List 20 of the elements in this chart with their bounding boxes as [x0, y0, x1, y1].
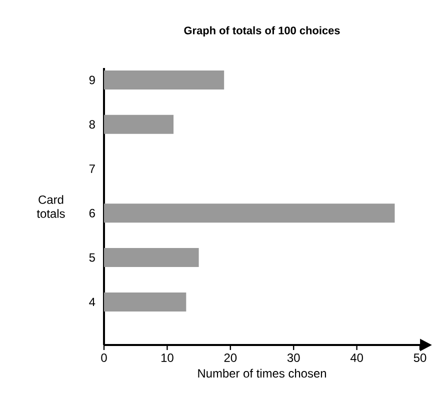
- x-axis-title: Number of times chosen: [198, 368, 326, 378]
- y-axis-title: Card totals: [36, 195, 65, 218]
- y-tick-label: 4: [89, 298, 96, 306]
- y-tick-label: 6: [89, 208, 95, 218]
- y-tick-label: 9: [89, 76, 95, 84]
- y-tick-label: 7: [89, 164, 95, 173]
- x-tick-label: 10: [161, 354, 174, 362]
- chart-title: Graph of totals of 100 choices: [184, 26, 340, 36]
- bar: [104, 204, 395, 223]
- bar: [104, 70, 224, 90]
- x-tick-label: 50: [414, 354, 426, 362]
- x-tick-label: 40: [350, 354, 363, 362]
- bar: [104, 248, 199, 268]
- x-tick-label: 0: [101, 354, 107, 362]
- x-tick-label: 30: [287, 354, 300, 362]
- bar: [104, 292, 186, 312]
- x-tick-label: 20: [224, 354, 237, 362]
- bar: [104, 114, 174, 134]
- y-tick-label: 5: [89, 253, 95, 262]
- y-tick-label: 8: [89, 120, 95, 129]
